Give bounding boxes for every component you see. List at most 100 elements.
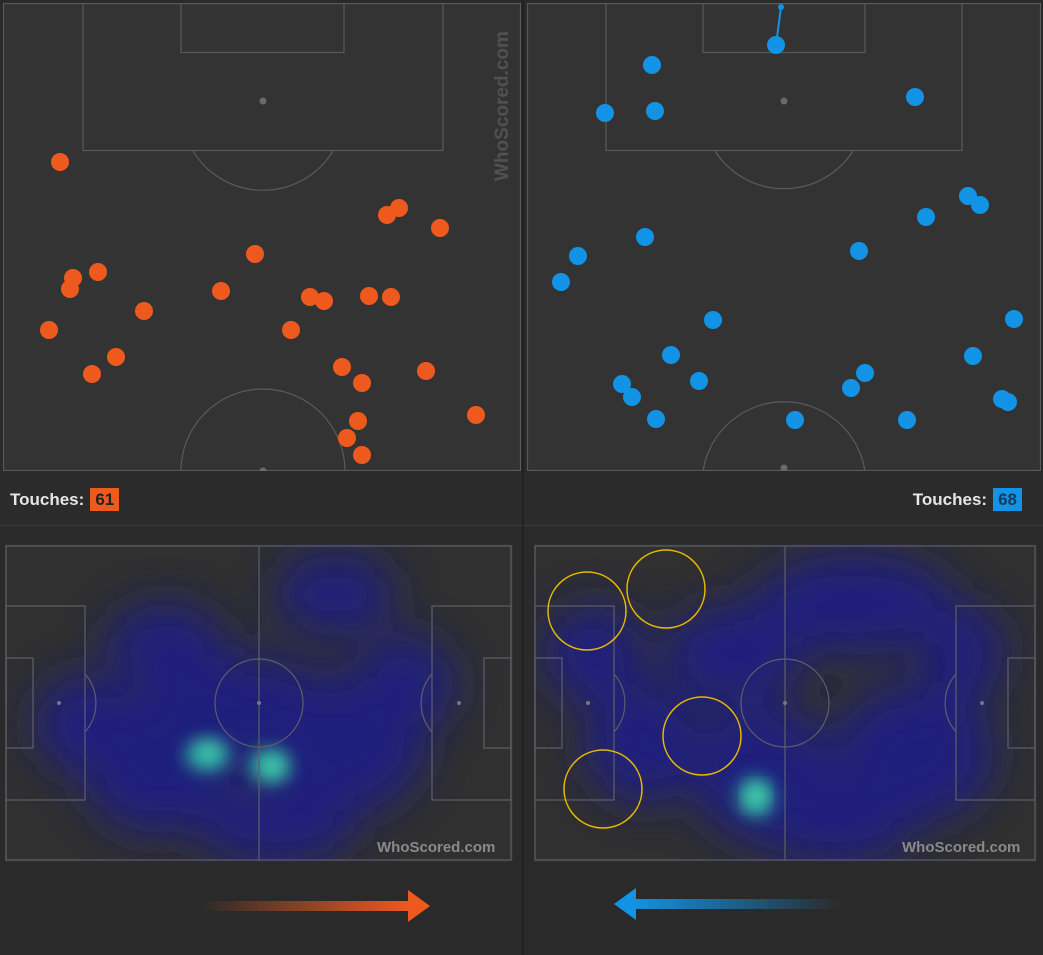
- touches-count-badge: 68: [993, 488, 1022, 511]
- center-spot: [259, 467, 267, 475]
- touch-dot: [906, 88, 924, 106]
- touches-summary-left: Touches: 61: [10, 488, 120, 511]
- touch-dot: [40, 321, 58, 339]
- heatmap-left: WhoScored.com: [5, 544, 513, 864]
- touch-dot: [301, 288, 319, 306]
- touch-map-right-svg: [526, 2, 1042, 472]
- pitch-lines: [534, 545, 1036, 861]
- touch-dot: [971, 196, 989, 214]
- goal-box: [180, 2, 345, 54]
- center-spot: [783, 701, 787, 705]
- touch-dot: [999, 393, 1017, 411]
- touch-dot: [596, 104, 614, 122]
- touch-dot: [360, 287, 378, 305]
- stats-bar-right: Touches: 68: [524, 473, 1043, 526]
- touch-dot: [767, 36, 785, 54]
- touch-dot: [315, 292, 333, 310]
- touch-dot: [643, 56, 661, 74]
- touch-dot: [61, 280, 79, 298]
- touch-map-right: [526, 2, 1042, 472]
- touch-dots-right: [552, 36, 1023, 429]
- touch-map-left: WhoScored.com: [2, 2, 522, 475]
- heat-hotspot-core: [747, 786, 765, 806]
- whoscored-logo-text: WhoScored.com: [902, 839, 1020, 856]
- heat-blobs: [35, 554, 455, 864]
- penalty-spot-left: [586, 701, 590, 705]
- touch-dot: [431, 219, 449, 237]
- touch-dot: [704, 311, 722, 329]
- highlight-circle: [547, 571, 627, 651]
- penalty-spot: [259, 97, 267, 105]
- pitch-lines: [5, 545, 512, 861]
- penalty-spot-left: [57, 701, 61, 705]
- center-circle-half: [180, 388, 346, 472]
- touch-dot: [856, 364, 874, 382]
- touch-dot: [51, 153, 69, 171]
- touch-dot: [646, 102, 664, 120]
- heatmap-right-svg: WhoScored.com: [534, 545, 1036, 864]
- heatmap-left-svg: WhoScored.com: [5, 545, 512, 864]
- touch-dot: [850, 242, 868, 260]
- touch-dot: [83, 365, 101, 383]
- touches-label: Touches:: [912, 489, 988, 509]
- penalty-spot-right: [457, 701, 461, 705]
- penalty-arc: [192, 150, 334, 191]
- touch-dot: [964, 347, 982, 365]
- touch-dot: [636, 228, 654, 246]
- penalty-spot: [780, 97, 788, 105]
- highlight-circle: [563, 749, 643, 829]
- pitch-outline: [526, 2, 1042, 472]
- touch-dot: [662, 346, 680, 364]
- touch-dot: [842, 379, 860, 397]
- touch-dot: [246, 245, 264, 263]
- touch-dot: [353, 446, 371, 464]
- touch-dot: [212, 282, 230, 300]
- touch-dots-left: [40, 153, 485, 464]
- penalty-spot-right: [980, 701, 984, 705]
- penalty-arc: [714, 150, 854, 190]
- center-spot: [780, 464, 788, 472]
- penalty-box: [82, 2, 444, 152]
- penalty-box: [605, 2, 963, 152]
- center-circle-half: [702, 401, 866, 472]
- touch-dot: [569, 247, 587, 265]
- heat-hotspot-core: [199, 745, 283, 774]
- touch-dot: [786, 411, 804, 429]
- stats-bar-left: Touches: 61: [0, 473, 522, 526]
- touch-dot: [349, 412, 367, 430]
- highlight-circle: [626, 549, 706, 629]
- touch-dot: [690, 372, 708, 390]
- touches-label: Touches:: [10, 489, 85, 509]
- touch-dot: [89, 263, 107, 281]
- touch-dot: [623, 388, 641, 406]
- shot-end-dot: [778, 4, 784, 10]
- highlight-circles: [547, 549, 742, 829]
- touch-dot: [382, 288, 400, 306]
- touch-dot: [282, 321, 300, 339]
- brand-text: WhoScored.com: [492, 31, 513, 181]
- touch-dot: [338, 429, 356, 447]
- touches-summary-right: Touches: 68: [913, 488, 1022, 511]
- attack-direction-arrow-left: [614, 888, 842, 920]
- touch-dot: [135, 302, 153, 320]
- highlight-circle: [662, 696, 742, 776]
- touch-dot: [647, 410, 665, 428]
- whoscored-logo-text: WhoScored.com: [377, 839, 495, 856]
- center-spot: [257, 701, 261, 705]
- touch-dot: [467, 406, 485, 424]
- touch-dot: [390, 199, 408, 217]
- touch-dot: [353, 374, 371, 392]
- touch-dot: [898, 411, 916, 429]
- touch-dot: [613, 375, 631, 393]
- touch-dot: [333, 358, 351, 376]
- whoscored-watermark: WhoScored.com: [492, 31, 513, 181]
- panel-divider: [522, 0, 524, 955]
- touches-count-badge: 61: [90, 488, 120, 511]
- touch-dot: [107, 348, 125, 366]
- heatmap-right: WhoScored.com: [534, 544, 1037, 864]
- touch-dot: [1005, 310, 1023, 328]
- heat-blobs: [544, 554, 1004, 864]
- attack-direction-arrow-right: [200, 890, 430, 922]
- touch-dot: [917, 208, 935, 226]
- goal-box: [702, 2, 866, 54]
